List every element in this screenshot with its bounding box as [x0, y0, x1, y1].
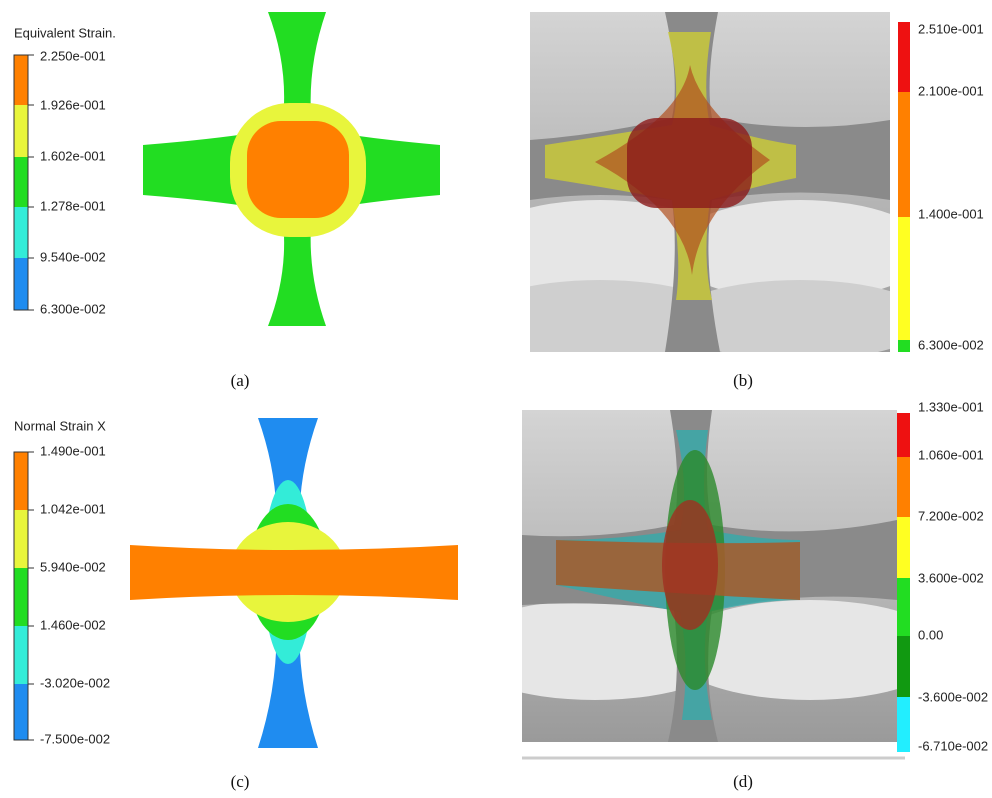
legend-swatch [897, 517, 910, 578]
legend-label: 1.060e-001 [918, 447, 984, 462]
legend-label: 1.602e-001 [40, 148, 106, 163]
photo-b [470, 12, 930, 360]
legend-swatch [14, 510, 28, 568]
legend-label: 6.300e-002 [918, 337, 984, 352]
simulation-a [143, 12, 440, 326]
legend-swatch [14, 626, 28, 684]
legend-swatch [14, 258, 28, 310]
legend-label: 2.250e-001 [40, 48, 106, 63]
legend-swatch [14, 157, 28, 207]
caption: (c) [231, 772, 250, 791]
legend-label: 2.510e-001 [918, 21, 984, 36]
legend-label: 1.278e-001 [40, 198, 106, 213]
legend-title: Normal Strain X [14, 418, 106, 433]
legend-swatch [14, 684, 28, 740]
legend-label: 0.00 [918, 627, 943, 642]
legend-label: -3.020e-002 [40, 675, 110, 690]
caption: (d) [733, 772, 753, 791]
legend-label: -7.500e-002 [40, 731, 110, 746]
legend-swatch [898, 92, 910, 217]
legend-swatch [897, 413, 910, 457]
legend-swatch [14, 452, 28, 510]
legend-label: 1.926e-001 [40, 97, 106, 112]
legend-label: 1.400e-001 [918, 206, 984, 221]
legend-label: 1.490e-001 [40, 443, 106, 458]
legend-label: 6.300e-002 [40, 301, 106, 316]
legend-swatch [14, 207, 28, 258]
legend-swatch [14, 55, 28, 105]
legend-swatch [897, 636, 910, 697]
legend-label: -3.600e-002 [918, 689, 988, 704]
legend-swatch [897, 457, 910, 517]
legend-swatch [898, 340, 910, 352]
legend-label: 5.940e-002 [40, 559, 106, 574]
legend-swatch [14, 105, 28, 157]
legend-label: 1.460e-002 [40, 617, 106, 632]
legend-swatch [897, 578, 910, 636]
legend-label: -6.710e-002 [918, 738, 988, 753]
caption: (b) [733, 371, 753, 390]
legend-swatch [898, 22, 910, 92]
legend-label: 3.600e-002 [918, 570, 984, 585]
legend-label: 1.042e-001 [40, 501, 106, 516]
legend-label: 2.100e-001 [918, 83, 984, 98]
caption: (a) [231, 371, 250, 390]
photo-d [455, 410, 950, 742]
figure: 2.250e-001 1.926e-001 1.602e-001 1.278e-001… [0, 0, 992, 798]
legend-label: 7.200e-002 [918, 508, 984, 523]
legend-swatch [897, 697, 910, 752]
legend-title: Equivalent Strain. [14, 25, 116, 40]
legend-label: 9.540e-002 [40, 249, 106, 264]
legend-swatch [14, 568, 28, 626]
legend-label: 1.330e-001 [918, 399, 984, 414]
simulation-c [130, 418, 458, 748]
legend-swatch [898, 217, 910, 340]
